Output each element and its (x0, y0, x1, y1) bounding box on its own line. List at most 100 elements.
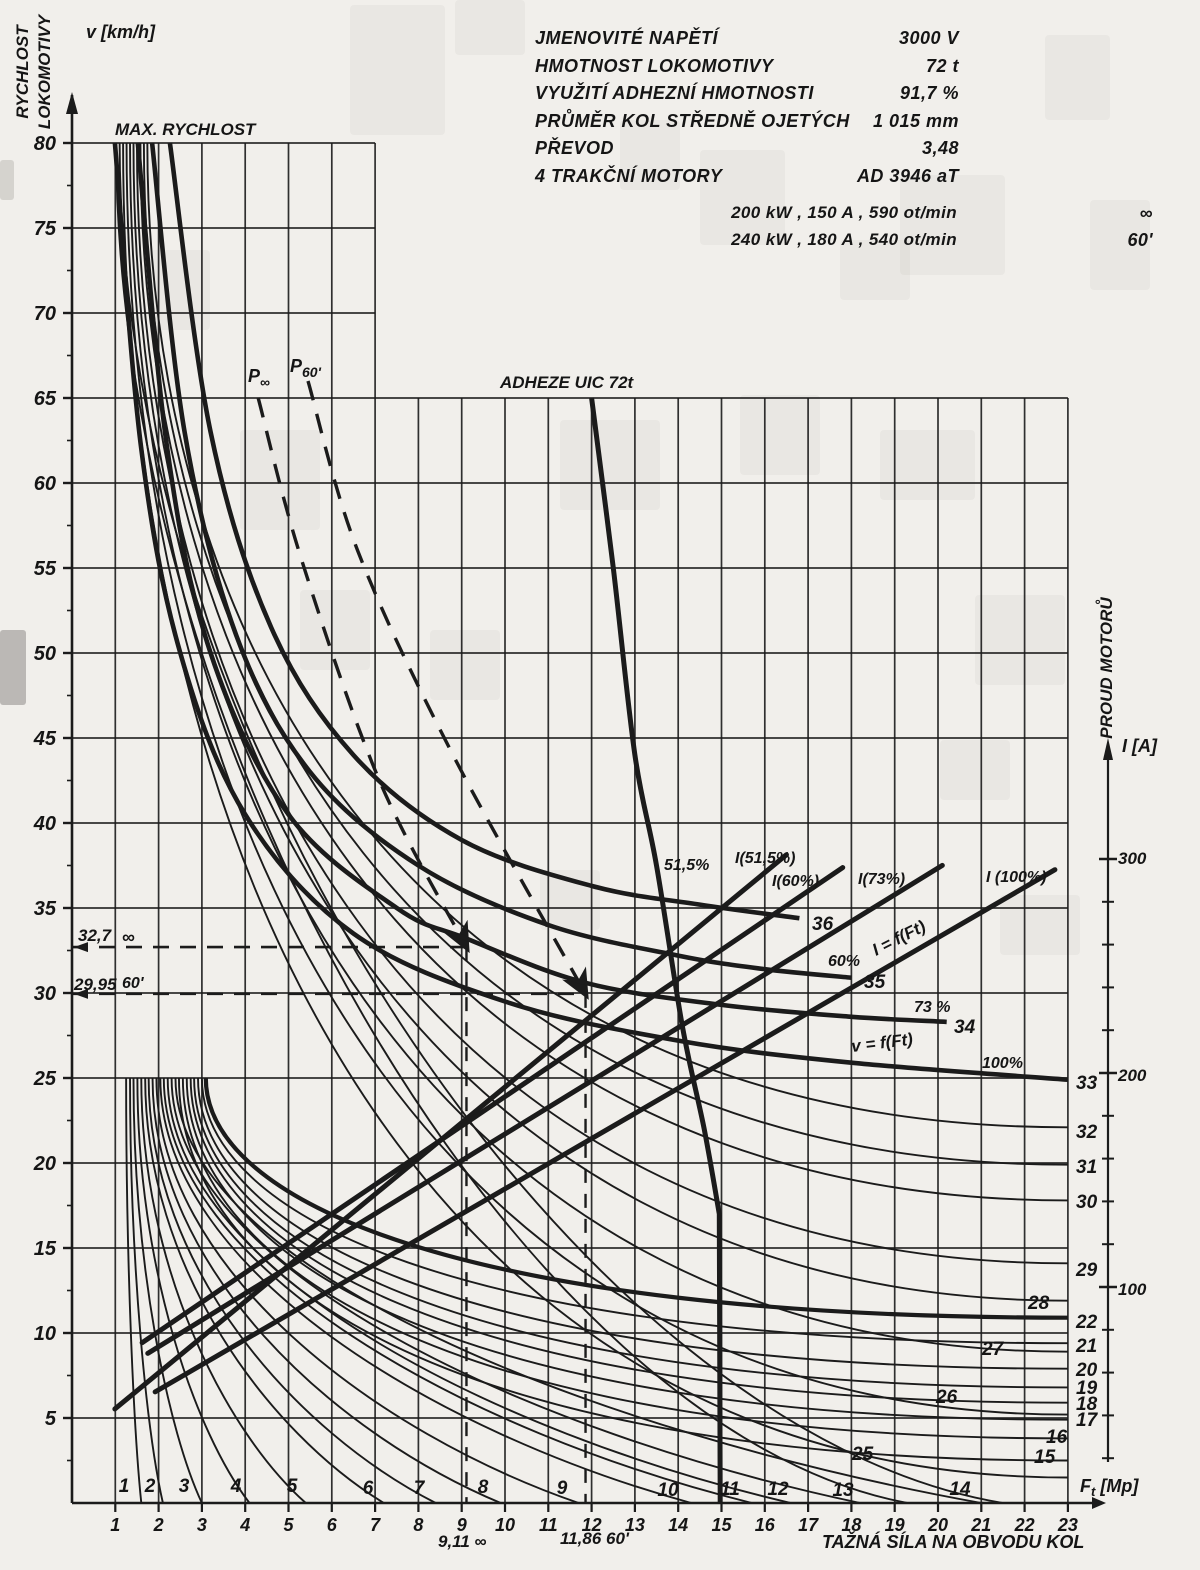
x-axis-tick-label: 15 (711, 1515, 732, 1535)
x-axis-tick-label: 8 (413, 1515, 423, 1535)
x-axis-tick-label: 13 (625, 1515, 645, 1535)
rating-v1-mark: ∞ (122, 927, 135, 947)
notch-curve-15 (178, 1077, 1068, 1462)
x-axis-tick-label: 12 (582, 1515, 602, 1535)
adhesion-curve (589, 397, 723, 1504)
adhesion-label: ADHEZE UIC 72t (499, 373, 635, 392)
info-value: 3,48 (921, 138, 959, 158)
motor-ratings-block: 200 kW , 150 A , 590 ot/min ∞ 240 kW , 180… (535, 203, 1153, 257)
p-continuous-label: P∞ (248, 366, 270, 390)
curve-number-34: 34 (954, 1017, 976, 1038)
i-axis-unit: I [A] (1122, 736, 1158, 756)
notch-curve-1 (125, 1077, 143, 1504)
curve-number-18: 18 (1076, 1394, 1098, 1415)
notch-curve-25 (122, 142, 1068, 1479)
y-axis-tick-label: 10 (34, 1323, 56, 1345)
y-axis-tick-label: 30 (34, 983, 56, 1005)
x-axis-tick-label: 7 (370, 1515, 381, 1535)
x-axis-tick-label: 4 (239, 1515, 250, 1535)
curve-number-11: 11 (720, 1479, 740, 1500)
motor-rating-spec: 200 kW , 150 A , 590 ot/min (731, 203, 957, 222)
curve-number-17: 17 (1076, 1410, 1099, 1431)
info-row: PŘEVOD 3,48 (535, 138, 959, 166)
y-axis-tick-label: 45 (33, 728, 57, 750)
curve-number-35: 35 (864, 972, 886, 993)
curve-number-9: 9 (557, 1478, 568, 1499)
field-51-label: 51,5% (664, 857, 709, 874)
curve-number-22: 22 (1075, 1312, 1098, 1333)
y-axis-tick-label: 70 (34, 303, 56, 325)
motor-rating-mark: 60' (1127, 230, 1153, 250)
x-axis-arrow (1092, 1497, 1106, 1509)
curve-number-19: 19 (1076, 1378, 1098, 1399)
curve-number-21: 21 (1075, 1336, 1097, 1357)
y-axis-arrow (66, 92, 78, 114)
x-axis-tick-label: 2 (153, 1515, 164, 1535)
motor-rating-row: 240 kW , 180 A , 540 ot/min 60' (535, 230, 1153, 257)
rating-v2-label: 29,95 (73, 975, 117, 994)
x-axis-tick-label: 17 (798, 1515, 819, 1535)
p-hourly-label: P60' (290, 356, 322, 380)
i-tick-300: 300 (1118, 849, 1147, 868)
y-axis-title-line1: RYCHLOST (13, 24, 32, 119)
scan-ghost-artifact (1000, 895, 1080, 955)
info-label: HMOTNOST LOKOMOTIVY (535, 55, 774, 76)
current-line-I(73%) (145, 862, 945, 1356)
info-row: JMENOVITÉ NAPĚTÍ 3000 V (535, 28, 959, 56)
scan-ghost-artifact (350, 5, 445, 135)
y-axis-tick-label: 15 (34, 1238, 57, 1260)
x-axis-title: TAŽNÁ SÍLA NA OBVODU KOL (822, 1531, 1084, 1552)
motor-rating-mark: ∞ (1139, 203, 1153, 223)
field-73-label: 73 % (914, 999, 950, 1016)
curve-number-20: 20 (1075, 1360, 1098, 1381)
rating-line-arrowhead (74, 988, 88, 999)
notch-curve-27 (129, 142, 1068, 1353)
y-axis-title-line2: LOKOMOTIVY (35, 13, 54, 129)
x-axis-tick-label: 19 (885, 1515, 905, 1535)
x-axis-tick-label: 22 (1014, 1515, 1035, 1535)
scan-ghost-artifact (740, 395, 820, 475)
curve-number-13: 13 (832, 1480, 854, 1501)
y-axis-unit: v [km/h] (86, 22, 156, 42)
info-label: 4 TRAKČNÍ MOTORY (535, 165, 723, 186)
info-value: AD 3946 aT (856, 165, 959, 186)
curve-number-15: 15 (1034, 1447, 1056, 1468)
info-label: PRŮMĚR KOL STŘEDNĚ OJETÝCH (535, 110, 850, 131)
rating-line-arrowhead (74, 942, 88, 953)
x-axis-tick-label: 21 (970, 1515, 991, 1535)
notch-curve-12 (166, 1077, 792, 1504)
info-value: 1 015 mm (872, 110, 959, 131)
rating-v1-label: 32,7 (78, 926, 113, 945)
notch-curve-11 (162, 1077, 753, 1504)
curve-number-10: 10 (657, 1480, 679, 1501)
curve-number-5: 5 (287, 1476, 298, 1497)
notch-curve-20 (197, 1077, 1068, 1370)
current-line-I(60%) (139, 865, 846, 1346)
v-curve-73 % (135, 142, 947, 1025)
i-51-label: I(51,5%) (735, 850, 795, 867)
rating-f2-label: 11,86 60' (560, 1529, 630, 1548)
i-60-label: I(60%) (772, 873, 819, 890)
curve-number-30: 30 (1076, 1192, 1098, 1213)
notch-curve-16 (181, 1077, 1068, 1440)
notch-curve-13 (170, 1077, 861, 1504)
v-fn-label: v = f(Ft) (850, 1030, 914, 1056)
curve-number-1: 1 (119, 1476, 130, 1497)
current-line-I (100%) (152, 867, 1058, 1395)
notch-curve-18 (189, 1077, 1068, 1404)
i-tick-100: 100 (1118, 1280, 1147, 1299)
curve-number-12: 12 (767, 1479, 789, 1500)
y-axis-tick-label: 20 (33, 1153, 56, 1175)
y-axis-tick-label: 75 (34, 218, 57, 240)
info-value: 72 t (925, 55, 959, 76)
i-axis-title: PROUD MOTORŮ (1096, 597, 1116, 739)
y-axis-tick-label: 50 (34, 643, 56, 665)
curve-number-31: 31 (1076, 1157, 1097, 1178)
notch-curve-2 (129, 1077, 164, 1504)
curve-number-28: 28 (1027, 1293, 1050, 1314)
notch-curve-19 (193, 1077, 1068, 1389)
y-axis-tick-label: 5 (45, 1408, 57, 1430)
curve-number-36: 36 (812, 914, 834, 935)
scan-ghost-artifact (1090, 200, 1150, 290)
info-label: PŘEVOD (535, 138, 615, 158)
